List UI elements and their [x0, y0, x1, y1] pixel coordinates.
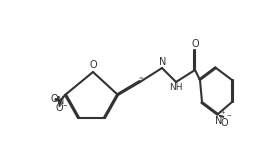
Text: O: O: [56, 103, 63, 113]
Text: =: =: [138, 76, 143, 81]
Text: N: N: [215, 116, 222, 126]
Text: O: O: [89, 59, 97, 69]
Text: N: N: [159, 57, 166, 67]
Text: −: −: [227, 112, 231, 117]
Text: +: +: [63, 95, 68, 100]
Text: NH: NH: [169, 83, 182, 92]
Text: O: O: [221, 118, 228, 128]
Text: N: N: [57, 95, 64, 105]
Text: +: +: [221, 110, 226, 115]
Text: O: O: [192, 39, 199, 49]
Text: O: O: [50, 93, 58, 104]
Text: −: −: [62, 102, 67, 107]
